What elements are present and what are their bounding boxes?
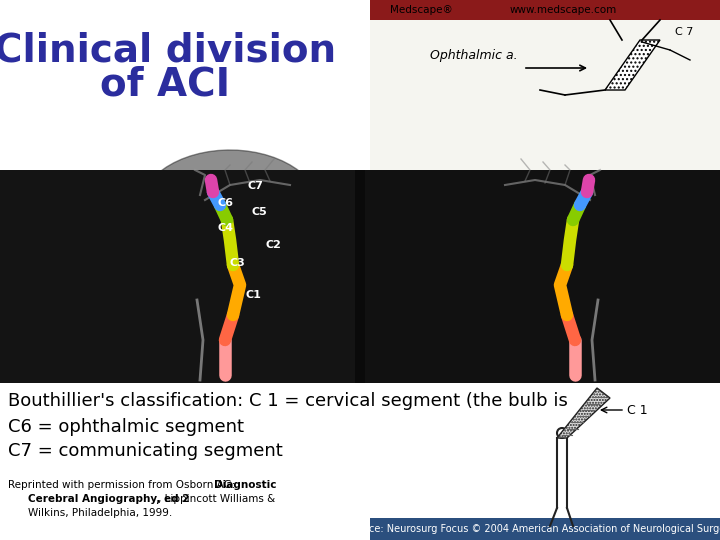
Polygon shape <box>557 388 610 438</box>
Text: C6 = ophthalmic segment: C6 = ophthalmic segment <box>8 418 244 436</box>
Bar <box>0 170 720 383</box>
Text: C3: C3 <box>230 258 246 268</box>
Text: Diagnostic: Diagnostic <box>214 480 276 490</box>
Text: C7: C7 <box>248 181 264 191</box>
Polygon shape <box>605 40 660 90</box>
Text: Bouthillier's classification: C 1 = cervical segment (the bulb is: Bouthillier's classification: C 1 = cerv… <box>8 392 568 410</box>
Bar <box>370 518 720 540</box>
Bar <box>0 170 355 383</box>
Text: C 7: C 7 <box>675 27 693 37</box>
Text: Medscape®: Medscape® <box>390 5 453 15</box>
Bar <box>370 0 720 20</box>
Text: C6: C6 <box>218 198 234 208</box>
Text: Wilkins, Philadelphia, 1999.: Wilkins, Philadelphia, 1999. <box>28 508 172 518</box>
Polygon shape <box>474 150 656 270</box>
Text: Source: Neurosurg Focus © 2004 American Association of Neurological Surgeons: Source: Neurosurg Focus © 2004 American … <box>347 524 720 534</box>
Text: Reprinted with permission from Osborn AG:: Reprinted with permission from Osborn AG… <box>8 480 238 490</box>
Text: C 1: C 1 <box>627 403 647 416</box>
Bar <box>370 20 720 170</box>
Text: C7 = communicating segment: C7 = communicating segment <box>8 442 283 460</box>
Text: , Lippincott Williams &: , Lippincott Williams & <box>158 494 275 504</box>
Text: Clinical division: Clinical division <box>0 31 336 69</box>
Text: C5: C5 <box>252 207 268 217</box>
Text: of ACI: of ACI <box>100 66 230 104</box>
Polygon shape <box>139 150 321 270</box>
Text: C4: C4 <box>218 223 234 233</box>
Text: Ophthalmic a.: Ophthalmic a. <box>430 49 518 62</box>
Text: C2: C2 <box>265 240 281 250</box>
Text: C1: C1 <box>245 290 261 300</box>
Text: Cerebral Angiography, ed 2: Cerebral Angiography, ed 2 <box>28 494 189 504</box>
Bar <box>365 170 720 383</box>
Text: www.medscape.com: www.medscape.com <box>510 5 617 15</box>
